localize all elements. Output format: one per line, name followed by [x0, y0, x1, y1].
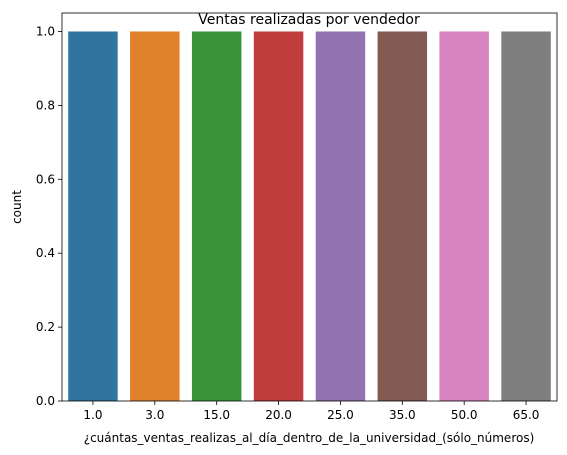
- bar-20.0: [253, 31, 304, 401]
- y-axis-label: count: [10, 190, 24, 224]
- x-tick-label: 25.0: [327, 408, 354, 422]
- bar-35.0: [377, 31, 428, 401]
- bars-group: [68, 31, 551, 401]
- bar-3.0: [130, 31, 180, 401]
- y-tick-label: 0.8: [36, 98, 55, 112]
- x-tick-label: 1.0: [83, 408, 102, 422]
- x-axis: 1.0 3.0 15.0 20.0 25.0 35.0 50.0 65.0: [83, 401, 539, 422]
- bar-65.0: [501, 31, 551, 401]
- y-tick-label: 1.0: [36, 24, 55, 38]
- x-axis-label: ¿cuántas_ventas_realizas_al_día_dentro_d…: [84, 431, 535, 445]
- x-tick-label: 35.0: [389, 408, 416, 422]
- x-tick-label: 20.0: [265, 408, 292, 422]
- bar-1.0: [68, 31, 118, 401]
- y-tick-label: 0.6: [36, 172, 55, 186]
- x-tick-label: 65.0: [513, 408, 540, 422]
- y-tick-label: 0.4: [36, 246, 55, 260]
- bar-15.0: [191, 31, 242, 401]
- chart-title: Ventas realizadas por vendedor: [198, 12, 420, 28]
- y-axis: 0.0 0.2 0.4 0.6 0.8 1.0: [36, 24, 62, 408]
- bar-50.0: [439, 31, 489, 401]
- x-tick-label: 15.0: [203, 408, 230, 422]
- x-tick-label: 3.0: [145, 408, 164, 422]
- y-tick-label: 0.0: [36, 394, 55, 408]
- plot-frame: [61, 12, 558, 402]
- x-tick-label: 50.0: [451, 408, 478, 422]
- y-tick-label: 0.2: [36, 320, 55, 334]
- bar-25.0: [315, 31, 366, 401]
